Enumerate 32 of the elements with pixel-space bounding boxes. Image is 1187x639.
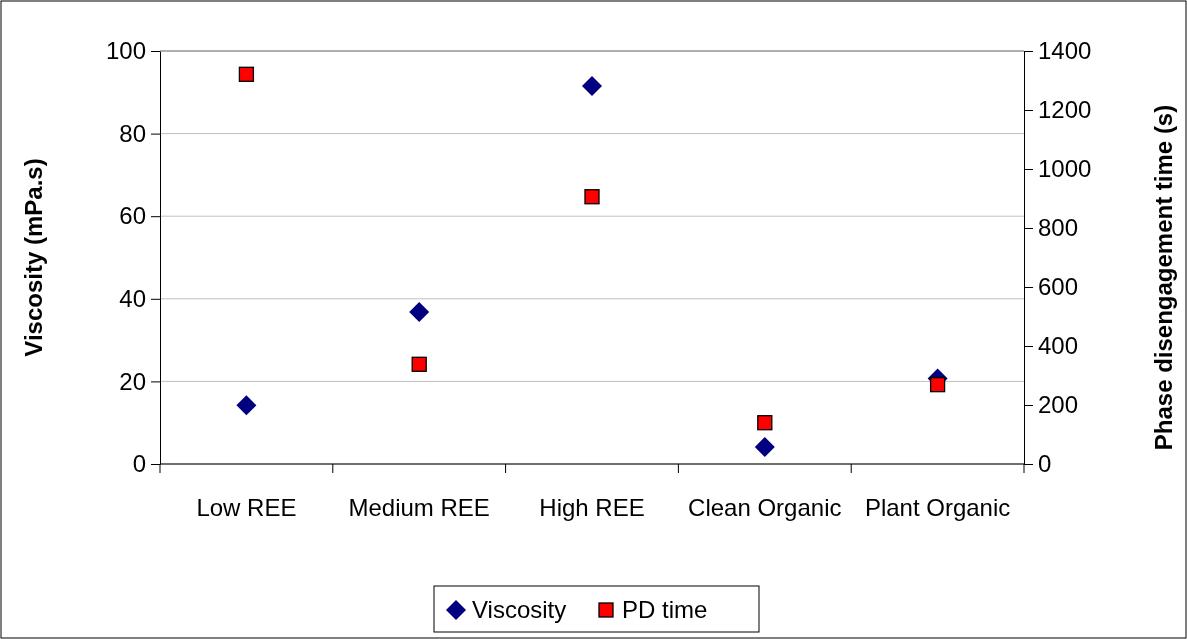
y2-tick-label: 200	[1038, 391, 1079, 419]
x-tick-label: Low REE	[196, 494, 297, 521]
legend-label: PD time	[622, 596, 708, 624]
y2-tick-label: 1000	[1038, 155, 1092, 183]
y2-tick-label: 0	[1038, 450, 1052, 478]
x-tick-label: Clean Organic	[688, 494, 842, 521]
point	[236, 395, 257, 416]
x-tick-label: Medium REE	[348, 494, 490, 521]
y-tick-label: 20	[119, 367, 146, 395]
x-tick-label: High REE	[539, 494, 645, 521]
y2-tick-label: 400	[1038, 332, 1079, 360]
y2-axis-title: Phase disengagement time (s)	[1150, 104, 1177, 451]
y-tick-label: 80	[119, 119, 146, 147]
y-tick-label: 0	[132, 450, 146, 478]
x-tick-label: Plant Organic	[864, 494, 1011, 521]
y2-tick-label: 800	[1038, 214, 1079, 242]
point	[929, 377, 946, 393]
point	[238, 66, 255, 82]
y-tick-label: 100	[105, 37, 146, 65]
point	[754, 437, 775, 458]
y-tick-label: 60	[119, 202, 146, 230]
legend-label: Viscosity	[472, 596, 567, 624]
point	[582, 76, 602, 97]
y-tick-label: 40	[119, 284, 146, 312]
point	[411, 356, 427, 372]
y2-tick-label: 600	[1038, 273, 1079, 301]
y-axis-title: Viscosity (mPa.s)	[20, 158, 47, 357]
point	[584, 189, 600, 205]
y2-tick-label: 1200	[1038, 96, 1092, 124]
y2-tick-label: 1400	[1038, 37, 1092, 65]
point	[757, 415, 773, 431]
point	[409, 302, 430, 323]
